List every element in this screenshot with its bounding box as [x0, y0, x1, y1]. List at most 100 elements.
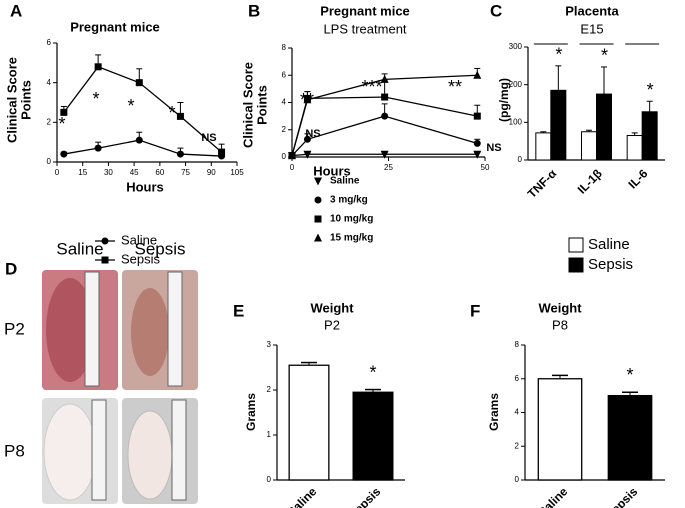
- series-line: [291, 74, 478, 156]
- y-tick-label: 6: [47, 38, 52, 47]
- y-axis-label: Points: [254, 85, 269, 125]
- x-tick-label: IL-6: [626, 166, 651, 191]
- pup: [46, 278, 94, 382]
- annotation: ***: [361, 77, 382, 97]
- data-point: [380, 74, 389, 83]
- data-point: [303, 95, 312, 104]
- x-axis-label: Hours: [313, 163, 351, 178]
- legend-marker: [314, 196, 322, 204]
- annotation: *: [168, 103, 175, 123]
- bar: [535, 132, 552, 161]
- x-tick-label: 45: [130, 168, 139, 177]
- legend-marker: [101, 237, 109, 245]
- legend-label: Sepsis: [121, 251, 161, 266]
- series-line: [291, 153, 478, 157]
- chart-subtitle: LPS treatment: [323, 21, 406, 36]
- annotation: NS: [486, 142, 501, 154]
- bar: [607, 394, 653, 481]
- y-axis-label: (pg/mg): [497, 78, 511, 122]
- x-tick-label: IL-1β: [575, 166, 605, 196]
- annotation: **: [448, 77, 462, 97]
- data-point: [60, 150, 68, 158]
- annotation: *: [127, 96, 134, 116]
- data-point: [176, 150, 184, 158]
- series-line: [291, 115, 478, 157]
- y-tick-label: 0: [267, 475, 272, 484]
- data-point: [380, 150, 389, 159]
- annotation: *: [369, 362, 376, 382]
- annotation: *: [626, 365, 633, 385]
- y-tick-label: 2: [515, 441, 520, 450]
- y-tick-label: 0: [282, 152, 287, 161]
- x-tick-label: 60: [155, 168, 164, 177]
- data-point: [60, 108, 68, 116]
- panel-label: B: [248, 1, 260, 20]
- series-line: [63, 139, 222, 157]
- pup: [131, 288, 169, 376]
- data-point: [94, 63, 102, 71]
- x-tick-label: 0: [55, 168, 60, 177]
- data-point: [135, 79, 143, 87]
- chart-subtitle: P2: [324, 317, 340, 332]
- y-tick-label: 3: [267, 340, 272, 349]
- y-tick-label: 2: [282, 125, 287, 134]
- bar: [641, 111, 658, 161]
- row-label: P2: [4, 319, 25, 338]
- annotation: *: [647, 80, 654, 100]
- y-tick-label: 0: [47, 157, 52, 166]
- y-tick-label: 2: [47, 117, 52, 126]
- annotation: *: [555, 45, 562, 65]
- x-tick-label: 50: [481, 163, 490, 172]
- panel-label: F: [470, 301, 480, 320]
- chart-subtitle: E15: [580, 21, 603, 36]
- ruler: [167, 271, 183, 387]
- y-tick-label: 4: [47, 78, 52, 87]
- pup: [43, 403, 97, 501]
- annotation: *: [92, 89, 99, 109]
- x-tick-label: 105: [230, 168, 244, 177]
- panel-label: A: [10, 1, 22, 20]
- y-axis-label: Clinical Score: [240, 62, 255, 148]
- x-tick-label: 75: [181, 168, 190, 177]
- row-label: P8: [4, 441, 25, 460]
- ruler: [171, 399, 187, 501]
- legend-label: Saline: [121, 232, 157, 247]
- x-tick-label: Saline: [284, 484, 319, 508]
- legend-swatch: [568, 257, 584, 273]
- bar: [581, 131, 597, 161]
- x-tick-label: Saline: [535, 484, 570, 508]
- legend-marker: [314, 215, 322, 223]
- bar: [352, 391, 394, 481]
- data-point: [303, 150, 312, 159]
- ruler: [91, 399, 107, 501]
- x-tick-label: Sepsis: [603, 484, 640, 508]
- legend-label: 15 mg/kg: [330, 233, 373, 244]
- chart-title: Placenta: [565, 3, 619, 18]
- x-tick-label: Sepsis: [346, 484, 383, 508]
- y-tick-label: 1: [267, 430, 272, 439]
- bar: [537, 378, 583, 481]
- data-point: [303, 135, 311, 143]
- y-tick-label: 200: [509, 80, 523, 89]
- x-tick-label: 30: [104, 168, 113, 177]
- panel-label: E: [233, 301, 244, 320]
- y-tick-label: 100: [509, 117, 523, 126]
- data-point: [94, 144, 102, 152]
- data-point: [176, 112, 184, 120]
- bar: [288, 364, 330, 481]
- annotation: *: [601, 46, 608, 66]
- legend-label: Saline: [588, 236, 630, 253]
- y-tick-label: 4: [282, 98, 287, 107]
- legend-label: 3 mg/kg: [330, 195, 368, 206]
- y-tick-label: 0: [515, 475, 520, 484]
- data-point: [381, 93, 389, 101]
- pup: [127, 410, 173, 500]
- chart-subtitle: P8: [552, 317, 568, 332]
- bar: [596, 93, 612, 161]
- y-axis-label: Grams: [487, 393, 501, 431]
- x-tick-label: 25: [384, 163, 393, 172]
- data-point: [288, 151, 296, 160]
- data-point: [218, 148, 226, 156]
- legend-label: Saline: [330, 176, 360, 187]
